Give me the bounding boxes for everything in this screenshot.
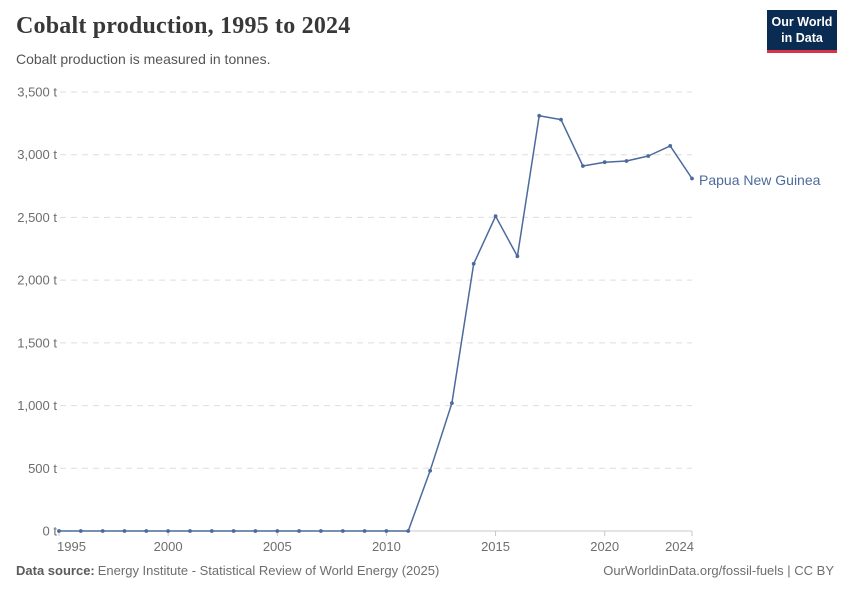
data-point-marker[interactable] [275,529,280,533]
y-tick-label: 3,500 t [17,85,57,100]
data-point-marker[interactable] [122,529,127,533]
y-tick-label: 2,500 t [17,210,57,225]
data-point-marker[interactable] [537,113,542,118]
owid-logo-line2: in Data [781,30,823,45]
data-point-marker[interactable] [624,159,629,163]
data-point-marker[interactable] [428,468,432,473]
x-tick-label: 2024 [665,539,694,554]
data-point-marker[interactable] [362,529,367,533]
data-point-marker[interactable] [646,154,651,158]
y-tick-label: 1,500 t [17,335,57,350]
data-source-label: Data source: [16,563,95,578]
x-tick-label: 1995 [57,539,86,554]
data-point-marker[interactable] [319,529,323,533]
data-point-marker[interactable] [602,160,607,165]
y-tick-label: 1,000 t [17,398,57,413]
data-point-marker[interactable] [209,529,214,533]
data-point-marker[interactable] [340,529,345,533]
y-tick-label: 3,000 t [17,147,57,162]
y-tick-label: 2,000 t [17,273,57,288]
data-point-marker[interactable] [78,529,83,533]
data-point-marker[interactable] [297,529,301,533]
data-point-marker[interactable] [384,529,389,533]
data-point-marker[interactable] [406,529,411,533]
series-label-papua-new-guinea[interactable]: Papua New Guinea [699,172,821,188]
series-line[interactable] [58,115,693,532]
x-tick-label: 2010 [372,539,401,554]
data-point-marker[interactable] [515,254,520,259]
data-point-marker[interactable] [188,529,192,533]
owid-logo-line1: Our World [771,15,833,29]
x-tick-label: 2020 [590,539,619,554]
y-tick-label: 500 t [28,461,57,476]
y-tick-label: 0 t [43,524,58,539]
data-point-marker[interactable] [690,176,694,181]
owid-logo: Our World in Data [767,10,837,54]
data-point-marker[interactable] [57,529,61,533]
data-point-marker[interactable] [668,144,673,148]
license-note: OurWorldinData.org/fossil-fuels | CC BY [603,563,834,578]
x-tick-label: 2015 [481,539,510,554]
chart-footer: Data source: Energy Institute - Statistic… [16,563,834,578]
data-point-marker[interactable] [450,401,454,405]
x-tick-label: 2000 [154,539,183,554]
data-source-text: Energy Institute - Statistical Review of… [97,563,440,578]
page-title: Cobalt production, 1995 to 2024 [16,13,351,39]
data-point-marker[interactable] [493,214,498,219]
x-tick-label: 2005 [263,539,292,554]
data-point-marker[interactable] [559,117,563,122]
data-source: Data source: Energy Institute - Statistic… [16,563,439,578]
data-point-marker[interactable] [144,529,149,533]
data-point-marker[interactable] [231,529,236,533]
chart-subtitle: Cobalt production is measured in tonnes. [16,51,271,67]
data-point-marker[interactable] [166,529,171,533]
data-point-marker[interactable] [471,261,476,266]
data-point-marker[interactable] [581,164,585,168]
data-point-marker[interactable] [100,529,105,533]
data-point-marker[interactable] [253,529,258,533]
